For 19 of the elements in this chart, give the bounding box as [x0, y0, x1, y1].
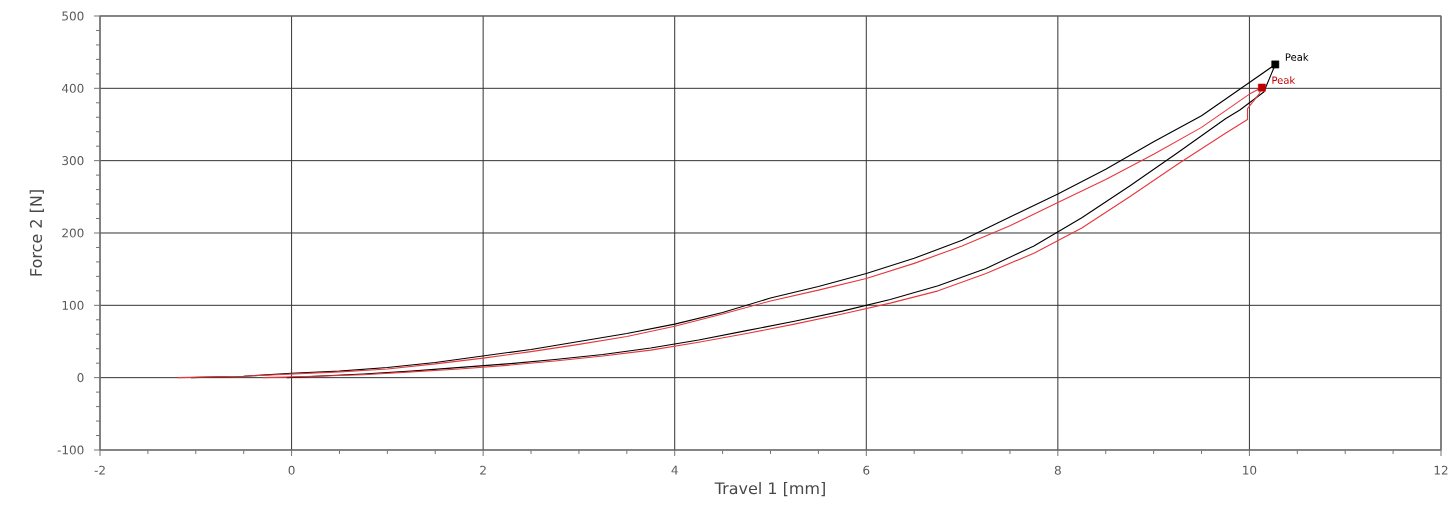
- x-tick-label: 2: [480, 465, 486, 475]
- y-axis-title: Force 2 [N]: [29, 190, 44, 276]
- annotation: Peak: [1272, 76, 1296, 85]
- x-tick-label: 0: [288, 465, 295, 475]
- y-tick-label: 500: [62, 11, 84, 21]
- x-tick-label: 4: [671, 465, 678, 475]
- x-axis-title: Travel 1 [mm]: [714, 481, 825, 497]
- y-tick-label: 100: [62, 300, 84, 310]
- x-tick-label: 10: [1243, 465, 1257, 475]
- y-tick-label: 400: [61, 83, 84, 93]
- y-tick-label: -100: [57, 445, 84, 455]
- y-tick-label: 200: [62, 228, 84, 238]
- x-tick-label: 8: [1054, 465, 1061, 475]
- x-tick-label: 6: [863, 465, 870, 475]
- annotation: Peak: [1285, 53, 1309, 61]
- y-tick-label: 0: [77, 373, 84, 383]
- x-tick-label: 12: [1434, 465, 1448, 475]
- x-tick-label: -2: [94, 465, 105, 475]
- y-tick-label: 300: [62, 156, 84, 166]
